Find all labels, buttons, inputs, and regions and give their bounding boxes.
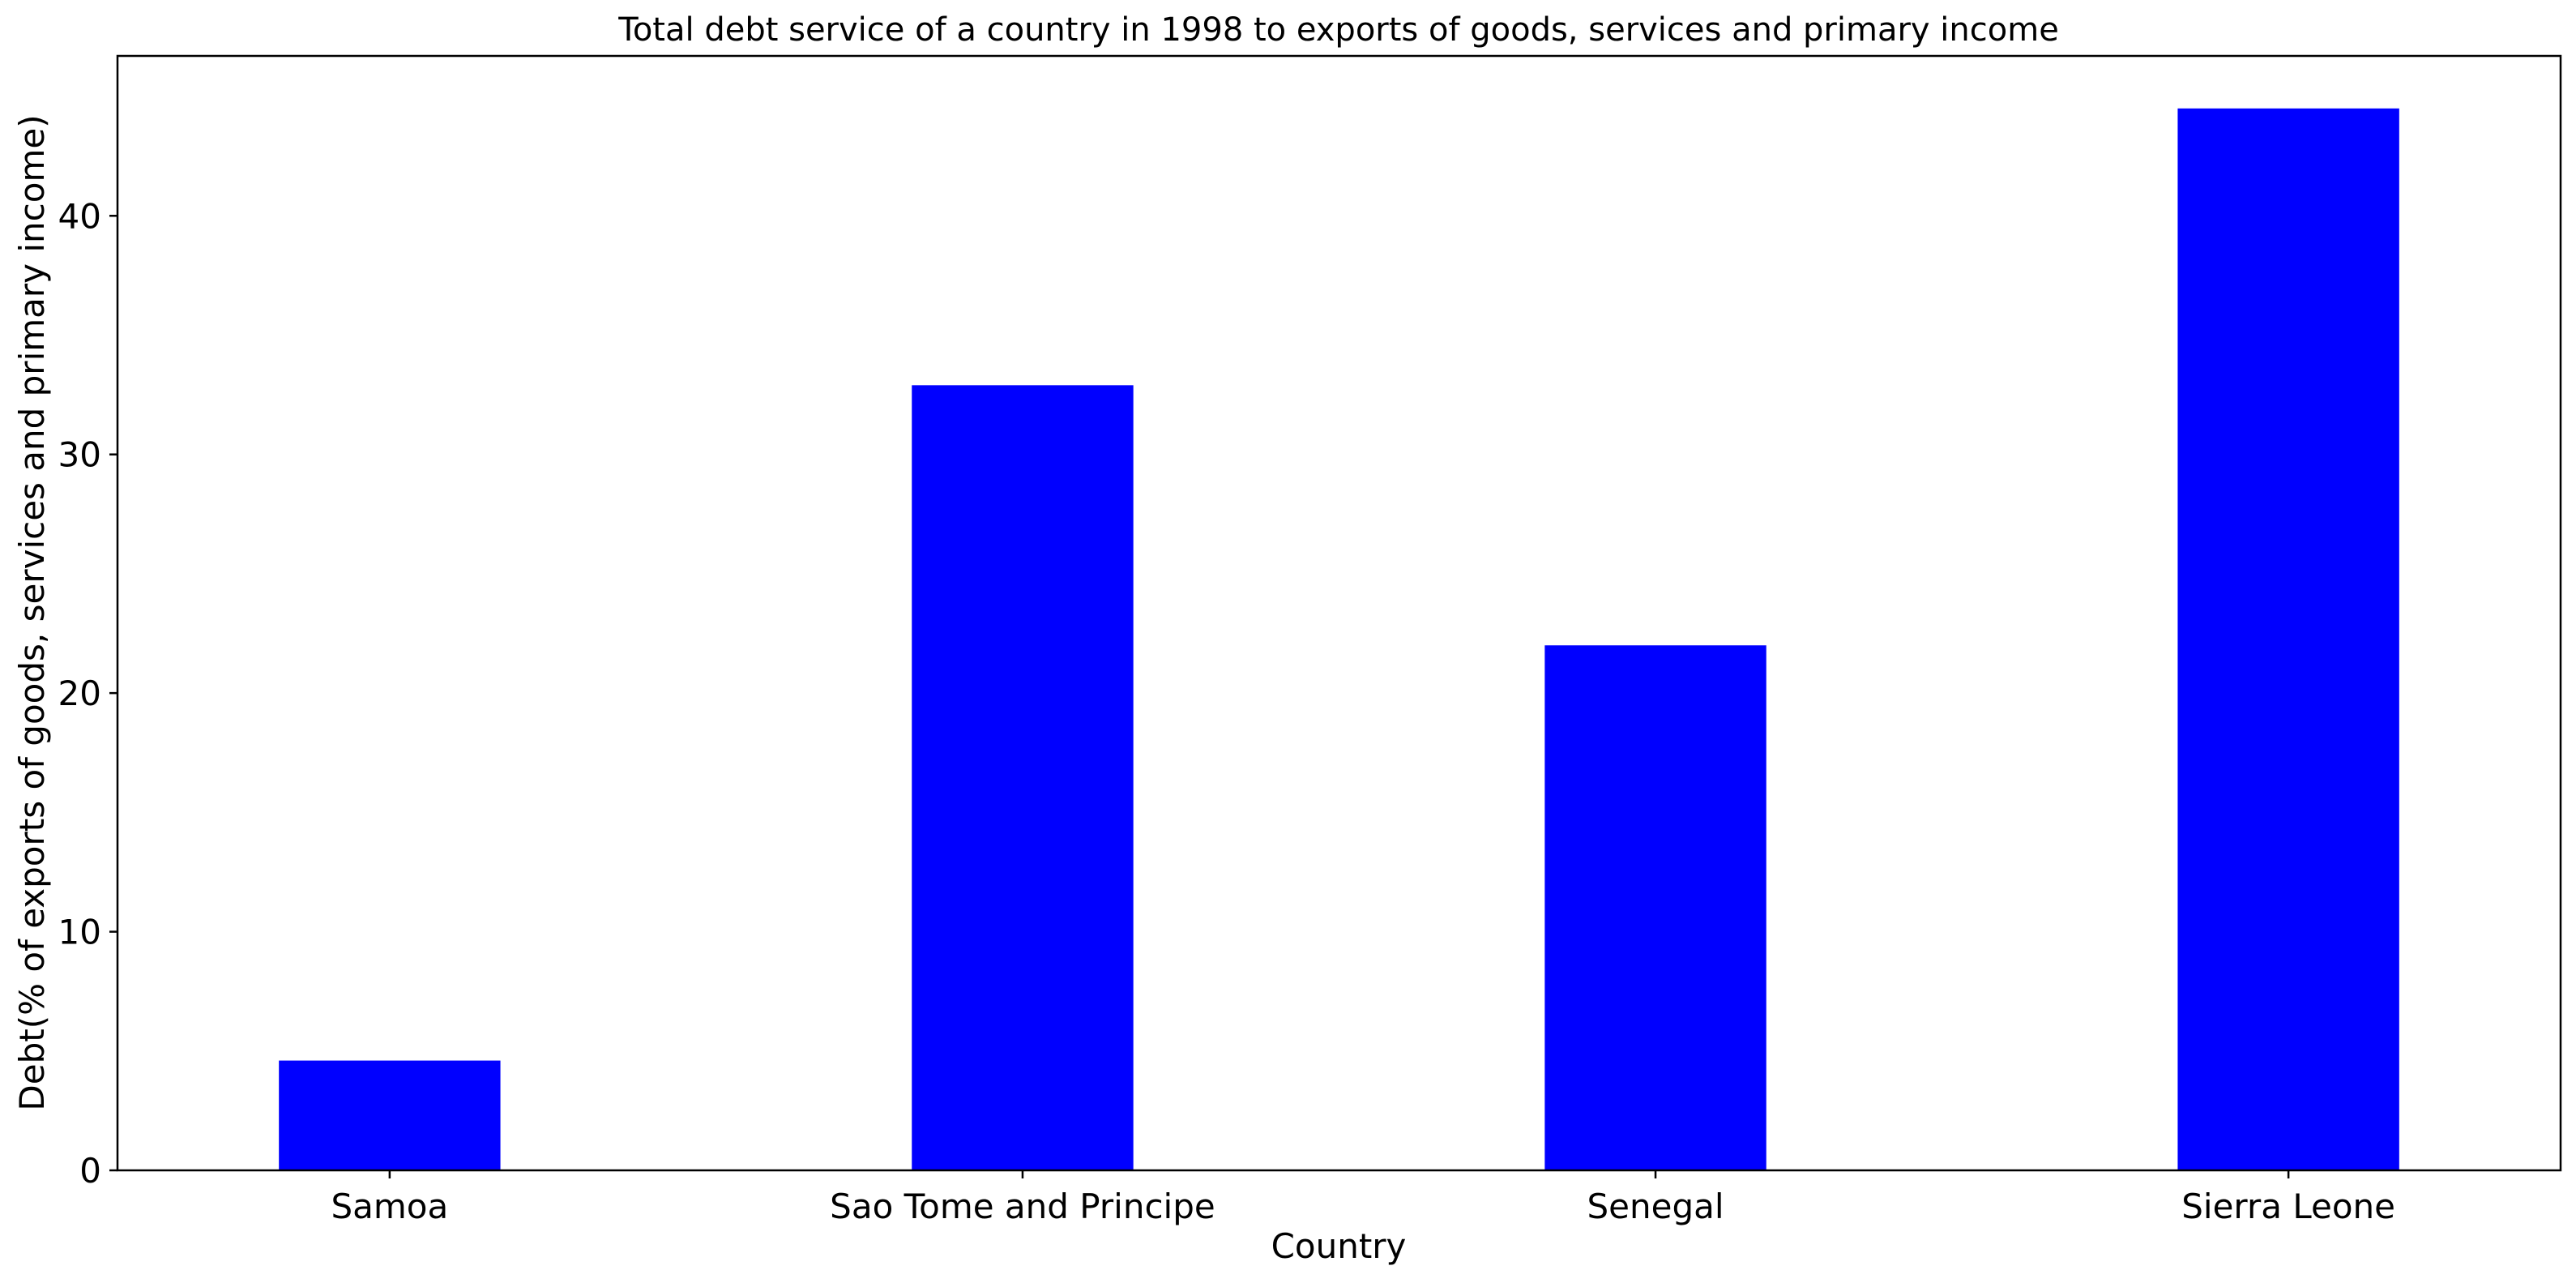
x-tick-label: Sierra Leone bbox=[2181, 1187, 2395, 1226]
chart-title: Total debt service of a country in 1998 … bbox=[617, 11, 2059, 49]
bars-layer bbox=[279, 108, 2399, 1171]
y-tick-label: 0 bbox=[79, 1151, 101, 1191]
x-tick-label: Samoa bbox=[331, 1187, 448, 1226]
x-tick-label: Sao Tome and Principe bbox=[830, 1187, 1215, 1226]
y-tick-label: 10 bbox=[58, 913, 101, 952]
x-axis-ticks: Samoa Sao Tome and Principe Senegal Sierra … bbox=[331, 1170, 2395, 1226]
y-tick-label: 30 bbox=[58, 435, 101, 475]
bar-sao-tome-and-principe bbox=[912, 385, 1134, 1171]
y-tick-label: 40 bbox=[58, 196, 101, 236]
bar-sierra-leone bbox=[2177, 108, 2399, 1171]
bar-senegal bbox=[1544, 645, 1766, 1170]
x-axis-label: Country bbox=[1271, 1226, 1407, 1266]
y-axis-label: Debt(% of exports of goods, services and… bbox=[12, 114, 52, 1110]
plot-area-frame bbox=[116, 54, 2562, 1172]
bar-samoa bbox=[279, 1060, 501, 1170]
x-tick-label: Senegal bbox=[1587, 1187, 1724, 1226]
y-tick-label: 20 bbox=[58, 674, 101, 713]
y-axis-ticks: 0 10 20 30 40 bbox=[58, 196, 117, 1191]
